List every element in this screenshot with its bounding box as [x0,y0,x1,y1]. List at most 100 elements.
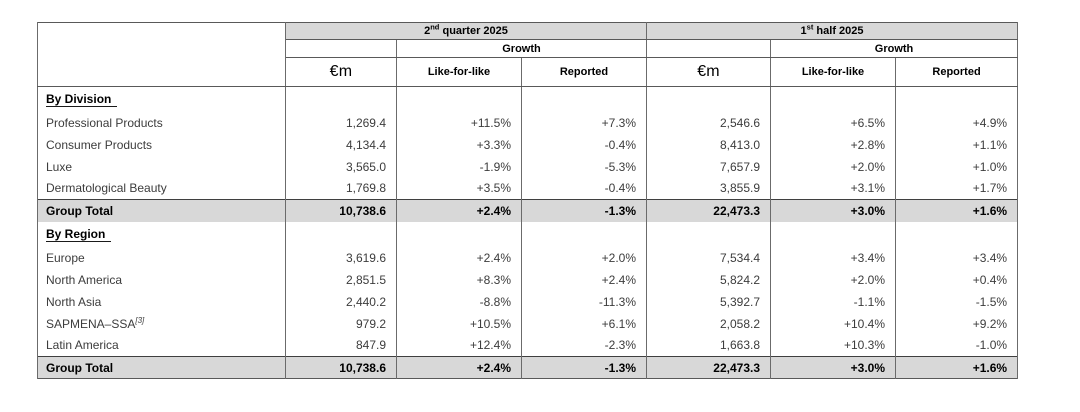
row-label-text: SAPMENA–SSA [46,316,136,331]
h1-lfl-value: +3.1% [770,177,897,200]
q2-em-value: 10,738.6 [285,199,397,222]
q2-em-value: 10,738.6 [285,356,397,379]
q2-lfl-value: +3.5% [396,177,522,200]
empty-cell [646,39,772,58]
section-heading-row: By Region [37,221,1019,247]
h1-reported-value: -1.0% [895,334,1019,357]
h1-lfl-value: +10.4% [770,312,897,335]
h1-reported-value: +1.6% [895,199,1019,222]
q2-lfl-value: +10.5% [396,312,522,335]
q2-em-value: 3,565.0 [285,155,397,178]
q2-period-header: 2nd quarter 2025 [284,22,648,40]
q2-reported-value: -5.3% [520,155,648,178]
empty-cell [895,86,1019,112]
empty-cell [396,221,522,247]
h1-reported-value: +1.6% [895,356,1019,379]
empty-cell [520,221,648,247]
section-heading: By Region [46,227,112,242]
h1-reported-value: +3.4% [895,246,1019,269]
h1-lfl-value: +3.0% [770,199,897,222]
q2-lfl-value: -8.8% [396,290,522,313]
empty-cell [285,39,397,58]
q2-reported-value: +2.0% [520,246,648,269]
row-label: North America [37,268,286,291]
h1-em-value: 2,546.6 [646,111,772,134]
h1-reported-value: +4.9% [895,111,1019,134]
q2-reported-value: +7.3% [520,111,648,134]
section-heading-cell: By Region [37,221,286,247]
empty-cell [520,86,648,112]
q2-lfl-value: +11.5% [396,111,522,134]
total-label: Group Total [37,199,286,222]
h1-reported-value: +1.1% [895,133,1019,156]
empty-cell [770,221,897,247]
h1-period-text: half 2025 [816,25,864,37]
section-heading-row: By Division [37,86,1019,112]
header-period-row: 2nd quarter 2025 1st half 2025 [37,22,1019,87]
q2-lfl-value: +2.4% [396,199,522,222]
q2-reported-value: -0.4% [520,177,648,200]
q2-reported-value: -11.3% [520,290,648,313]
row-label: Consumer Products [37,133,286,156]
h1-reported-header: Reported [895,57,1019,87]
empty-cell [770,86,897,112]
q2-reported-header: Reported [520,57,648,87]
q2-lfl-value: +12.4% [396,334,522,357]
group-total-row: Group Total 10,738.6 +2.4% -1.3% 22,473.… [37,356,1019,379]
q2-period-ordinal: nd [430,22,440,32]
q2-unit-header: €m [285,57,397,87]
row-label: Professional Products [37,111,286,134]
h1-em-value: 7,657.9 [646,155,772,178]
h1-lfl-value: +10.3% [770,334,897,357]
h1-unit-header: €m [646,57,772,87]
q2-lfl-header: Like-for-like [396,57,522,87]
table-row: North America 2,851.5 +8.3% +2.4% 5,824.… [37,268,1019,291]
q2-reported-value: -0.4% [520,133,648,156]
footnote-marker: [3] [135,315,145,325]
q2-reported-value: -2.3% [520,334,648,357]
row-label: Dermatological Beauty [37,177,286,200]
row-label: SAPMENA–SSA[3] [37,312,286,335]
group-total-row: Group Total 10,738.6 +2.4% -1.3% 22,473.… [37,199,1019,222]
q2-em-value: 1,269.4 [285,111,397,134]
corner-cell [37,22,286,87]
q2-growth-header: Growth [395,39,648,58]
total-label: Group Total [37,356,286,379]
h1-lfl-value: +2.8% [770,133,897,156]
financial-results-table: 2nd quarter 2025 1st half 2025 Growth Grow… [37,22,1019,379]
h1-em-value: 5,392.7 [646,290,772,313]
q2-em-value: 847.9 [285,334,397,357]
h1-reported-value: +1.0% [895,155,1019,178]
q2-period-text: quarter 2025 [442,25,508,37]
empty-cell [646,221,772,247]
q2-em-value: 1,769.8 [285,177,397,200]
table-row: Luxe 3,565.0 -1.9% -5.3% 7,657.9 +2.0% +… [37,155,1019,178]
table-row: Europe 3,619.6 +2.4% +2.0% 7,534.4 +3.4%… [37,246,1019,269]
h1-em-value: 5,824.2 [646,268,772,291]
empty-cell [285,86,397,112]
h1-lfl-value: +3.0% [770,356,897,379]
row-label: North Asia [37,290,286,313]
q2-em-value: 4,134.4 [285,133,397,156]
h1-em-value: 22,473.3 [646,356,772,379]
h1-reported-value: +0.4% [895,268,1019,291]
h1-em-value: 22,473.3 [646,199,772,222]
q2-lfl-value: +2.4% [396,356,522,379]
q2-lfl-value: -1.9% [396,155,522,178]
q2-em-value: 2,851.5 [285,268,397,291]
table-row: Professional Products 1,269.4 +11.5% +7.… [37,111,1019,134]
row-label: Luxe [37,155,286,178]
table-row: SAPMENA–SSA[3] 979.2 +10.5% +6.1% 2,058.… [37,312,1019,335]
q2-reported-value: +6.1% [520,312,648,335]
header-growth-row: Growth Growth [38,39,1019,58]
empty-cell [396,86,522,112]
q2-lfl-value: +3.3% [396,133,522,156]
table-row: Latin America 847.9 +12.4% -2.3% 1,663.8… [37,334,1019,357]
h1-lfl-value: +2.0% [770,268,897,291]
h1-reported-value: +1.7% [895,177,1019,200]
row-label: Latin America [37,334,286,357]
results-table-container: 2nd quarter 2025 1st half 2025 Growth Grow… [37,22,1019,379]
h1-growth-header: Growth [770,39,1019,58]
section-heading: By Division [46,92,118,108]
q2-lfl-value: +8.3% [396,268,522,291]
